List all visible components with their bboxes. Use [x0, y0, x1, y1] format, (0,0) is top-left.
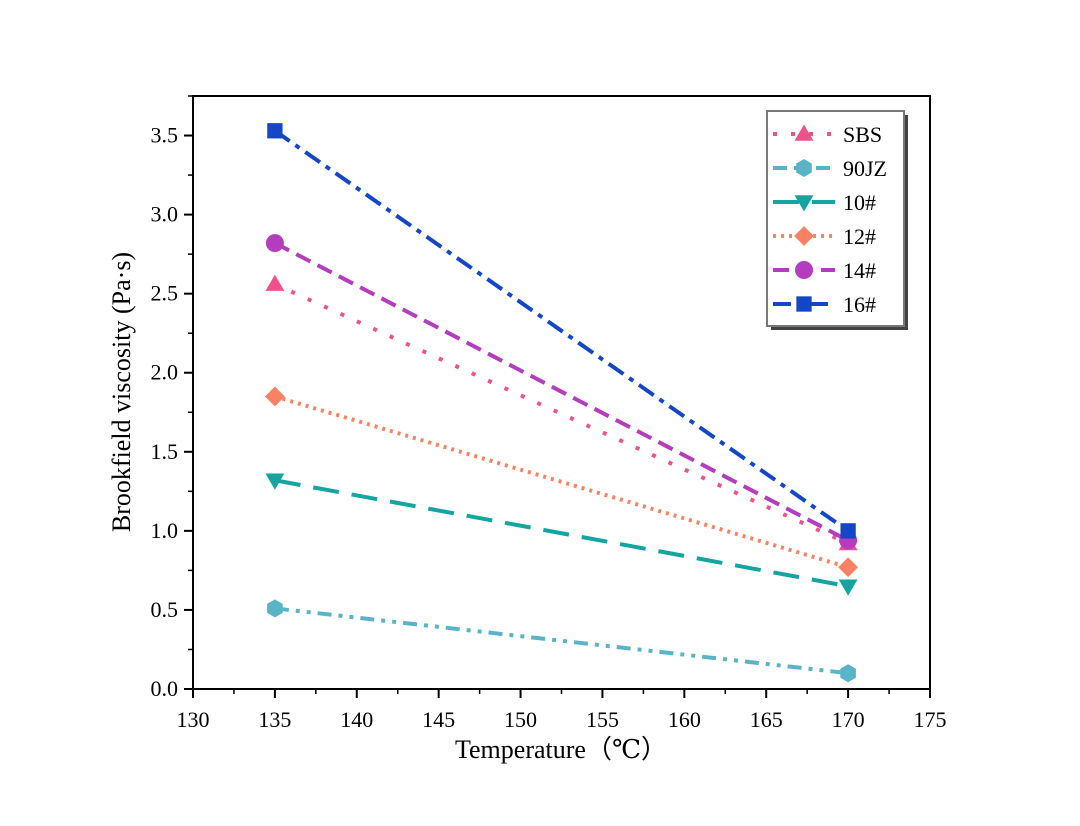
plot-frame [192, 95, 931, 690]
series-line-90JZ [274, 606, 849, 676]
y-tick-label: 1.5 [151, 439, 179, 464]
series-line-12# [274, 394, 849, 570]
legend-item-SBS: SBS [773, 122, 882, 147]
y-tick-label: 0.5 [151, 597, 179, 622]
data-point-14# [265, 234, 284, 253]
y-axis-label: Brookfield viscosity (Pa·s) [107, 252, 136, 532]
x-tick-label: 145 [422, 707, 455, 732]
series-line-SBS [274, 282, 849, 546]
data-point-16# [267, 123, 283, 139]
series-line-16# [273, 129, 850, 533]
data-point-12# [838, 557, 859, 578]
data-point-10# [838, 579, 858, 596]
legend-label: 16# [843, 292, 876, 317]
legend-label: 90JZ [843, 156, 887, 181]
x-tick-labels: 130 135 140 145 150 155 160 165 170 175 [177, 707, 947, 732]
legend-marker [794, 124, 814, 141]
legend-label: 12# [843, 224, 876, 249]
data-point-90JZ [267, 599, 283, 618]
y-tick-label: 2.5 [151, 281, 179, 306]
legend-item-14#: 14# [773, 258, 876, 283]
y-tick-labels: 0.0 0.5 1.0 1.5 2.0 2.5 3.0 3.5 [151, 123, 179, 701]
legend-item-12#: 12# [773, 224, 876, 249]
x-tick-label: 175 [914, 707, 947, 732]
x-axis-label: Temperature（℃） [455, 735, 667, 764]
legend-marker [796, 159, 812, 177]
data-point-12# [264, 386, 285, 407]
legend-marker [794, 226, 814, 246]
legend-label: 10# [843, 190, 876, 215]
x-tick-label: 140 [340, 707, 373, 732]
data-point-90JZ [840, 664, 856, 683]
x-tick-label: 150 [504, 707, 537, 732]
legend-marker [794, 195, 814, 212]
legend: SBS 90JZ 10# 12# 14# 16# [766, 110, 908, 330]
series-10# [265, 473, 858, 596]
x-tick-label: 130 [177, 707, 210, 732]
series-16# [267, 123, 856, 539]
x-tick-label: 160 [668, 707, 701, 732]
legend-marker [795, 261, 813, 279]
y-tick-label: 2.0 [151, 360, 179, 385]
series-layer [264, 123, 859, 683]
data-point-SBS [265, 274, 285, 291]
x-tick-label: 170 [832, 707, 865, 732]
y-tick-label: 3.5 [151, 123, 179, 148]
x-tick-label: 135 [258, 707, 291, 732]
series-90JZ [267, 599, 856, 683]
legend-box [766, 110, 905, 327]
data-point-16# [840, 523, 856, 539]
y-tick-label: 1.0 [151, 518, 179, 543]
legend-item-10#: 10# [773, 190, 876, 215]
data-point-10# [265, 473, 285, 490]
x-tick-label: 155 [586, 707, 619, 732]
legend-marker [796, 296, 812, 312]
series-line-14# [273, 241, 850, 543]
y-tick-label: 0.0 [151, 676, 179, 701]
legend-item-16#: 16# [773, 292, 876, 317]
legend-label: 14# [843, 258, 876, 283]
x-tick-label: 165 [750, 707, 783, 732]
legend-item-90JZ: 90JZ [773, 156, 887, 181]
y-tick-label: 3.0 [151, 202, 179, 227]
series-12# [264, 386, 859, 578]
legend-label: SBS [843, 122, 882, 147]
series-line-10# [274, 478, 849, 589]
